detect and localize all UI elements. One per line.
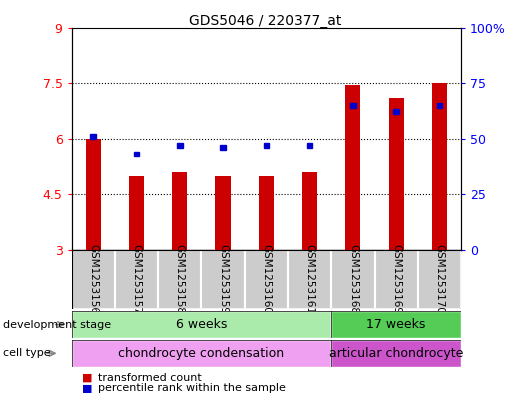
Bar: [388, 98, 404, 250]
Text: percentile rank within the sample: percentile rank within the sample: [98, 383, 286, 393]
Text: GSM1253157: GSM1253157: [131, 244, 142, 314]
Text: GSM1253170: GSM1253170: [435, 244, 445, 314]
Bar: [437, 103, 442, 108]
Bar: [263, 143, 269, 148]
Bar: [307, 143, 312, 148]
Bar: [86, 139, 101, 250]
Bar: [134, 152, 139, 156]
Bar: [302, 172, 317, 250]
Text: chondrocyte condensation: chondrocyte condensation: [118, 347, 285, 360]
Text: development stage: development stage: [3, 320, 111, 330]
Text: ■: ■: [82, 383, 93, 393]
Bar: [172, 172, 187, 250]
Text: GSM1253161: GSM1253161: [305, 244, 315, 314]
Bar: [331, 311, 461, 338]
Bar: [331, 340, 461, 367]
Text: GSM1253158: GSM1253158: [175, 244, 185, 314]
Bar: [177, 143, 182, 148]
Bar: [288, 250, 331, 309]
Bar: [201, 250, 245, 309]
Bar: [220, 145, 226, 150]
Bar: [331, 250, 375, 309]
Text: cell type: cell type: [3, 348, 50, 358]
Text: GDS5046 / 220377_at: GDS5046 / 220377_at: [189, 14, 341, 28]
Text: articular chondrocyte: articular chondrocyte: [329, 347, 463, 360]
Text: GSM1253159: GSM1253159: [218, 244, 228, 314]
Bar: [72, 311, 331, 338]
Bar: [346, 85, 360, 250]
Bar: [158, 250, 201, 309]
Bar: [432, 83, 447, 250]
Text: GSM1253160: GSM1253160: [261, 244, 271, 314]
Bar: [91, 134, 96, 139]
Bar: [350, 103, 356, 108]
Text: 17 weeks: 17 weeks: [366, 318, 426, 331]
Bar: [418, 250, 461, 309]
Bar: [72, 340, 331, 367]
Bar: [72, 250, 115, 309]
Text: GSM1253168: GSM1253168: [348, 244, 358, 314]
Text: 6 weeks: 6 weeks: [176, 318, 227, 331]
Bar: [129, 176, 144, 250]
Bar: [245, 250, 288, 309]
Text: GSM1253169: GSM1253169: [391, 244, 401, 314]
Bar: [115, 250, 158, 309]
Bar: [259, 176, 274, 250]
Bar: [216, 176, 231, 250]
Bar: [375, 250, 418, 309]
Text: transformed count: transformed count: [98, 373, 202, 383]
Bar: [393, 110, 399, 114]
Text: ■: ■: [82, 373, 93, 383]
Text: GSM1253156: GSM1253156: [88, 244, 98, 314]
